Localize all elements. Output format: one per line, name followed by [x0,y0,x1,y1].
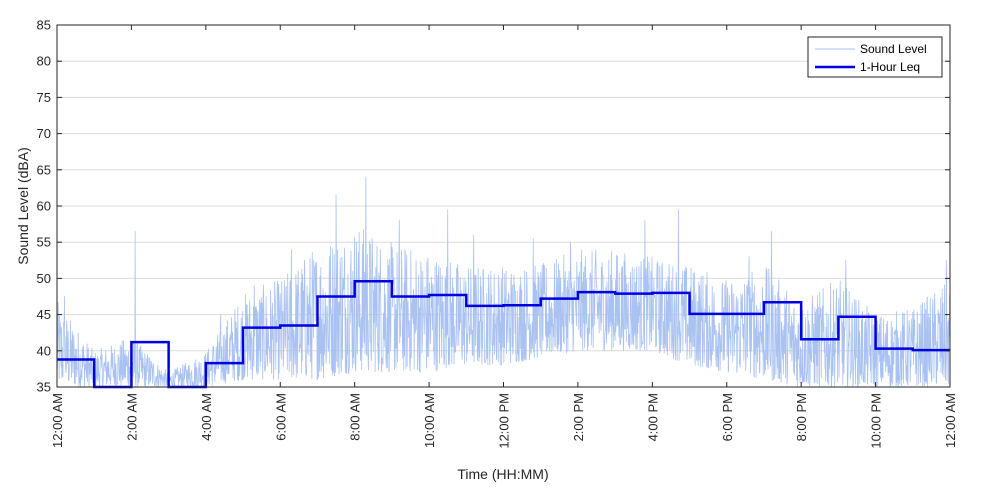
sound-level-series [56,176,951,388]
legend-label-leq: 1-Hour Leq [860,60,920,74]
leq-series [57,280,950,389]
x-tick-label: 12:00 AM [943,393,958,448]
x-tick-label: 10:00 AM [422,393,437,448]
x-tick-label: 4:00 AM [199,393,214,441]
y-tick-label: 40 [37,343,51,358]
y-tick-label: 80 [37,54,51,69]
x-tick-label: 12:00 PM [497,393,512,449]
y-tick-label: 35 [37,380,51,395]
legend-label-sound-level: Sound Level [860,42,927,56]
y-tick-label: 50 [37,271,51,286]
legend-box [807,36,943,78]
sound-level-line [56,176,951,388]
x-axis: 12:00 AM 2:00 AM 4:00 AM 6:00 AM 8:00 AM 10:0… [50,25,958,449]
y-tick-label: 45 [37,307,51,322]
legend: Sound Level 1-Hour Leq [807,36,943,78]
leq-step-line [57,280,950,389]
x-tick-label: 2:00 AM [124,393,139,441]
x-tick-label: 8:00 PM [794,393,809,441]
x-axis-label: Time (HH:MM) [457,466,548,482]
y-axis-label: Sound Level (dBA) [15,147,31,265]
y-tick-label: 65 [37,162,51,177]
x-tick-label: 10:00 PM [869,393,884,449]
x-tick-label: 6:00 AM [273,393,288,441]
y-tick-label: 70 [37,126,51,141]
y-tick-label: 85 [37,18,51,33]
x-tick-label: 12:00 AM [50,393,65,448]
x-tick-label: 8:00 AM [348,393,363,441]
y-tick-label: 60 [37,199,51,214]
x-tick-label: 6:00 PM [720,393,735,441]
y-axis: 35 40 45 50 55 60 65 70 75 80 85 [37,18,950,395]
y-tick-label: 75 [37,90,51,105]
x-tick-label: 4:00 PM [645,393,660,441]
y-tick-label: 55 [37,235,51,250]
x-tick-label: 2:00 PM [571,393,586,441]
